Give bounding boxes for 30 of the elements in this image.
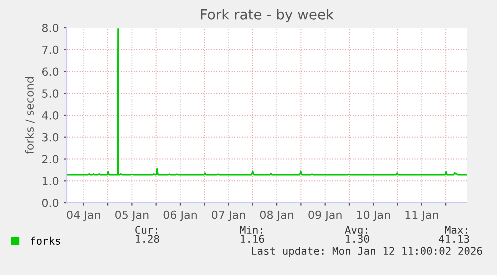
text: 1.16 [241,235,264,244]
text: 41.13 [439,235,470,244]
y-tick-label: 4.0 [42,111,59,120]
x-tick-label: 07 Jan [212,210,246,222]
y-tick-label: 0.0 [42,198,59,208]
chart-title: Fork rate - by week [201,9,334,23]
y-tick-label: 2.0 [42,155,59,164]
y-axis-title: forks / second [25,78,35,154]
text: Max: [445,226,468,234]
y-tick-label: 7.0 [42,46,59,54]
text: 1.28 [136,235,160,244]
x-tick-label: 06 Jan [164,210,197,222]
y-tick-label: 6.0 [42,68,59,76]
x-tick-label: 08 Jan [260,210,294,222]
text: Cur: [136,226,158,234]
x-tick-label: 09 Jan [308,210,342,222]
text: Avg: [345,226,368,236]
x-tick-label: 11 Jan [406,210,438,222]
y-tick-label: 8.0 [42,24,59,32]
x-tick-label: 10 Jan [357,210,390,222]
x-tick-label: 05 Jan [116,210,149,222]
text: Min: [240,226,262,234]
legend-label: forks [30,236,60,245]
text: 1.30 [346,235,370,244]
x-tick-label: 04 Jan [67,210,100,222]
y-tick-label: 3.0 [42,133,59,142]
text: Last update: Mon Jan 12 11:00:02 2026 [252,246,482,258]
y-tick-label: 5.0 [42,90,59,98]
y-tick-label: 1.0 [42,177,59,186]
line-series [67,28,467,176]
